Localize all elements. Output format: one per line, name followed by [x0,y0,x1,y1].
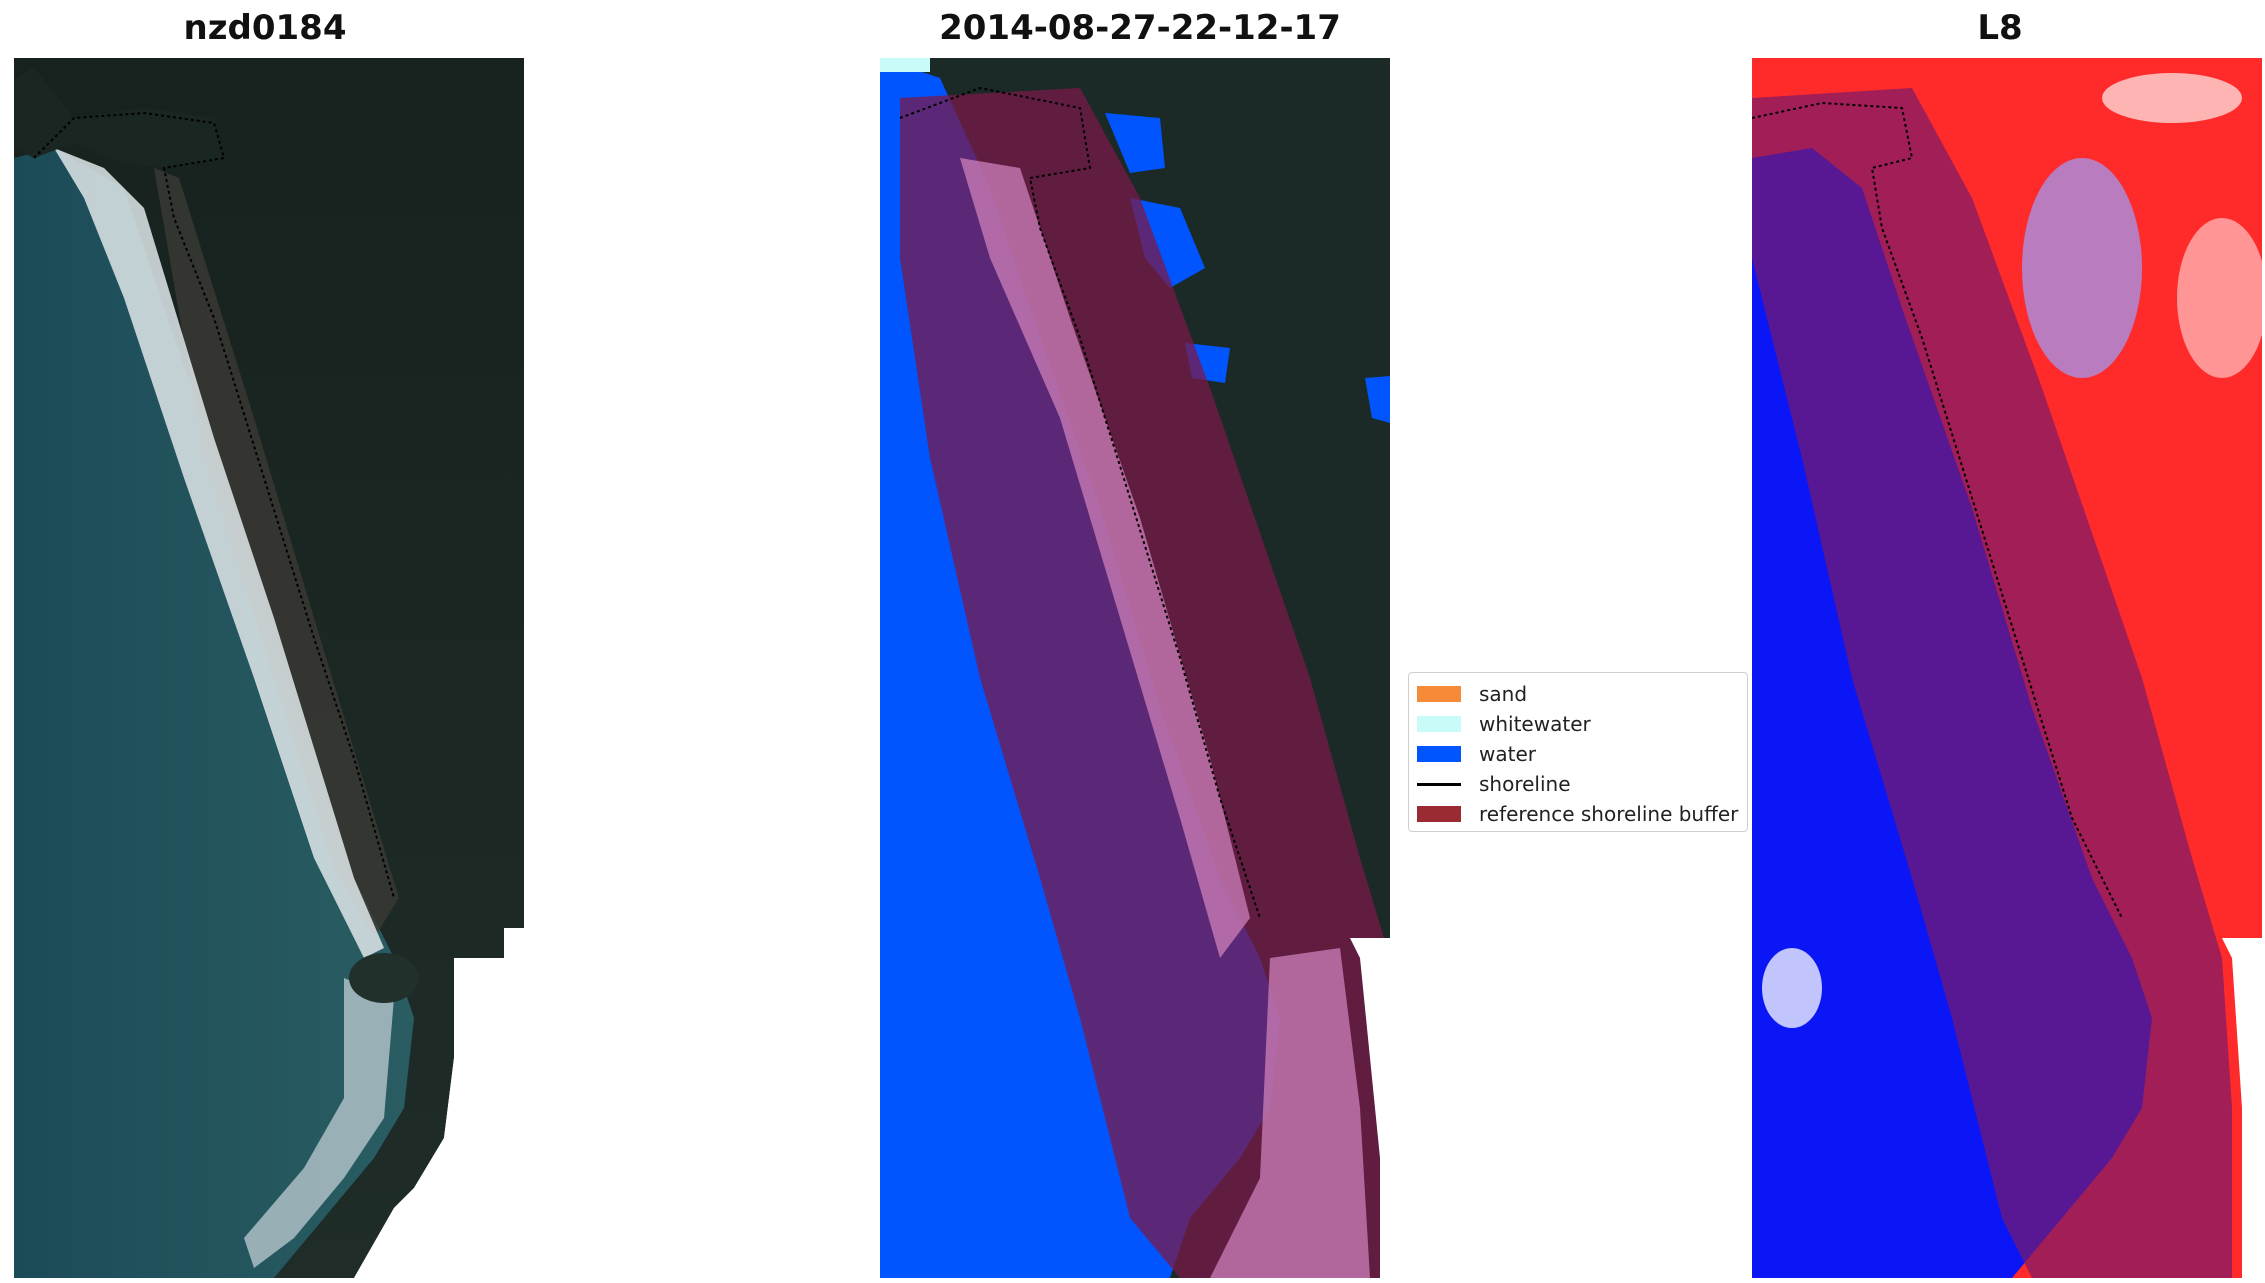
legend-item-reference-buffer: reference shoreline buffer [1417,799,1738,829]
legend-swatch-reference-buffer [1417,806,1461,822]
legend-item-sand: sand [1417,679,1527,709]
northern-headland [14,68,224,168]
legend-item-water: water [1417,739,1536,769]
classification-image [880,58,1390,1278]
legend-label-whitewater: whitewater [1479,712,1591,736]
panel-title-index: L8 [1977,8,2023,48]
index-panel [1752,58,2262,1278]
legend-label-shoreline: shoreline [1479,772,1571,796]
rgb-satellite-image [14,58,524,1278]
surf-zone-south [244,978,394,1268]
surf-zone [54,148,384,958]
index-highlight-1 [2102,73,2242,123]
legend-line-shoreline [1417,782,1461,786]
shoreline-dotted [33,111,395,899]
index-image [1752,58,2262,1278]
inland-water-1 [1105,113,1165,173]
no-data-area [1350,938,1390,1278]
no-data-area [354,928,524,1278]
index-highlight-4 [1762,948,1822,1028]
legend-label-reference-buffer: reference shoreline buffer [1479,802,1739,826]
legend-label-sand: sand [1479,682,1528,706]
legend-item-whitewater: whitewater [1417,709,1591,739]
shoreline-dotted [1752,101,2123,919]
legend-label-water: water [1479,742,1536,766]
legend-swatch-whitewater [1417,716,1461,732]
reference-shoreline-buffer [1752,88,2232,1278]
legend-swatch-water [1417,746,1461,762]
rgb-image-panel [14,58,524,1278]
no-data-area [2222,938,2262,1278]
panel-title-rgb: nzd0184 [183,8,347,48]
index-highlight-3 [2022,158,2142,378]
legend-item-shoreline: shoreline [1417,769,1571,799]
classified-panel [880,58,1390,1278]
legend: sand whitewater water shoreline referenc… [1408,672,1748,832]
legend-swatch-sand [1417,686,1461,702]
beach-strip [154,168,399,938]
shoreline-dotted [899,86,1261,919]
inland-water-4 [1365,376,1390,423]
panel-title-classified: 2014-08-27-22-12-17 [939,8,1341,48]
inland-water-2 [1130,198,1205,288]
sand-class [960,158,1250,958]
whitewater-patch [880,58,930,72]
rocky-point [349,953,419,1003]
sea-area [14,148,414,1278]
sand-class-south [1210,948,1370,1278]
index-highlight-2 [2177,218,2262,378]
